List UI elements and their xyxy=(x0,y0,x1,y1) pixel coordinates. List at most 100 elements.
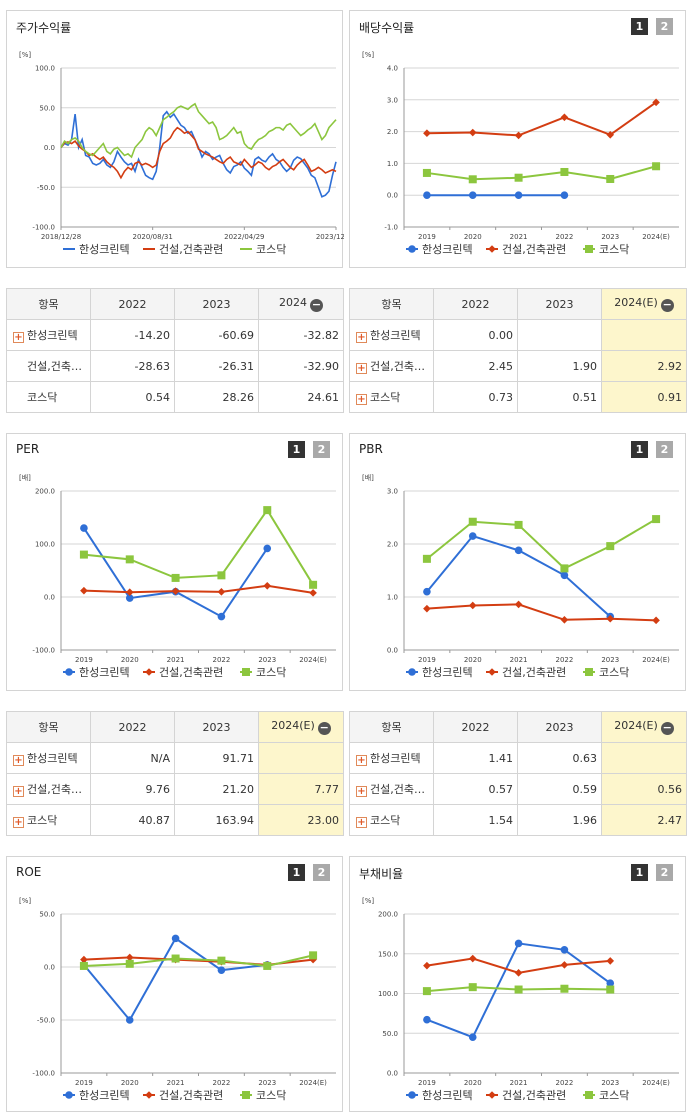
row-name-label[interactable]: 코스닥 xyxy=(370,814,401,827)
series-line xyxy=(83,508,314,586)
row-name-label[interactable]: 한성크린텍 xyxy=(370,752,421,765)
data-point xyxy=(145,668,153,676)
data-point xyxy=(514,939,523,948)
expand-icon[interactable]: + xyxy=(356,817,367,828)
legend-label: 건설,건축관련 xyxy=(502,1089,566,1102)
row-name-label[interactable]: 한성크린텍 xyxy=(370,329,421,342)
legend-label: 코스닥 xyxy=(256,666,286,679)
data-point xyxy=(468,983,477,992)
y-tick-label: 0.0 xyxy=(387,647,398,655)
collapse-icon[interactable]: − xyxy=(660,721,674,735)
x-tick-label: 2020 xyxy=(464,656,482,664)
cell: 1.54 xyxy=(433,804,518,836)
collapse-icon[interactable]: − xyxy=(660,298,674,312)
legend-label: 한성크린텍 xyxy=(79,666,130,679)
table-row: + 건설,건축… 0.57 0.59 0.56 xyxy=(349,773,687,805)
col-header-label: 2024 xyxy=(279,296,307,309)
cell: 21.20 xyxy=(174,773,259,805)
row-name: + 한성크린텍 xyxy=(6,742,91,774)
y-tick-label: -50.0 xyxy=(37,184,55,192)
row-name-label[interactable]: 건설,건축… xyxy=(370,360,425,373)
row-name-label[interactable]: 코스닥 xyxy=(370,391,401,404)
row-name-label[interactable]: 한성크린텍 xyxy=(27,329,78,342)
page-2-button[interactable]: 2 xyxy=(313,864,330,881)
cell: -26.31 xyxy=(174,350,259,382)
cell: -14.20 xyxy=(90,319,175,351)
page-1-button[interactable]: 1 xyxy=(631,864,648,881)
cell: 0.63 xyxy=(517,742,602,774)
data-point xyxy=(422,168,431,177)
table-row: + 건설,건축… 2.45 1.90 2.92 xyxy=(349,350,687,382)
series-line xyxy=(83,584,314,594)
data-point xyxy=(145,1091,153,1099)
data-point xyxy=(560,984,569,993)
cell: 0.00 xyxy=(433,319,518,351)
page-2-button[interactable]: 2 xyxy=(656,441,673,458)
table-row: + 한성크린텍 0.00 xyxy=(349,319,687,351)
col-header: 2022 xyxy=(90,288,175,320)
series-line xyxy=(83,936,268,1022)
x-tick-label: 2022 xyxy=(213,656,231,664)
col-header-2024: 2024− xyxy=(258,288,344,320)
data-point xyxy=(423,1015,431,1024)
x-tick-label: 2024(E) xyxy=(299,656,327,664)
cell: 23.00 xyxy=(258,804,344,836)
x-tick-label: 2022 xyxy=(556,233,574,241)
debt-ratio-chart: [%] 200.0 150.0 100.0 50.0 0.0 2019 2020 2021 202… xyxy=(362,897,679,1102)
data-point xyxy=(560,167,569,176)
expand-icon[interactable]: + xyxy=(356,394,367,405)
x-tick-label: 2021 xyxy=(167,656,185,664)
page-1-button[interactable]: 1 xyxy=(288,864,305,881)
data-point xyxy=(514,131,523,140)
col-header-label: 2024(E) xyxy=(614,296,658,309)
expand-icon[interactable]: + xyxy=(356,755,367,766)
data-point xyxy=(488,1091,496,1099)
data-point xyxy=(422,554,431,563)
page-2-button[interactable]: 2 xyxy=(656,18,673,35)
row-name-label[interactable]: 코스닥 xyxy=(27,814,58,827)
collapse-icon[interactable]: − xyxy=(310,298,323,312)
data-point xyxy=(79,550,88,559)
cell: 28.26 xyxy=(174,381,259,413)
y-unit-label: [%] xyxy=(362,51,374,59)
data-point xyxy=(408,1091,416,1099)
expand-icon[interactable]: + xyxy=(356,363,367,374)
x-tick-label: 2020/08/31 xyxy=(132,233,172,241)
table-row: + 한성크린텍 1.41 0.63 xyxy=(349,742,687,774)
stock-return-panel: 주가수익률 [%] 100.0 50.0 0.0 -50.0 -100.0 2018/12/… xyxy=(6,10,344,268)
row-name-label[interactable]: 건설,건축… xyxy=(370,783,425,796)
data-point xyxy=(422,987,431,996)
page-2-button[interactable]: 2 xyxy=(656,864,673,881)
expand-icon[interactable]: + xyxy=(13,755,24,766)
x-tick-label: 2024(E) xyxy=(299,1079,327,1087)
table-row: 건설,건축… -28.63 -26.31 -32.90 xyxy=(6,350,344,382)
expand-icon[interactable]: + xyxy=(13,786,24,797)
data-point xyxy=(423,961,431,970)
series-line xyxy=(426,101,657,137)
row-name: + 코스닥 xyxy=(349,381,434,413)
per-chart: [배] 200.0 100.0 0.0 -100.0 2019 2020 2021 2022 20… xyxy=(19,473,336,679)
x-tick-label: 2019 xyxy=(418,656,436,664)
cell: 7.77 xyxy=(258,773,344,805)
panel-title: PBR xyxy=(359,442,383,456)
cell: 91.71 xyxy=(174,742,259,774)
expand-icon[interactable]: + xyxy=(356,786,367,797)
data-point xyxy=(560,564,569,573)
expand-icon[interactable]: + xyxy=(13,817,24,828)
data-point xyxy=(468,532,477,540)
data-point xyxy=(468,191,477,199)
row-name-label[interactable]: 건설,건축… xyxy=(27,783,82,796)
y-unit-label: [%] xyxy=(19,897,31,905)
expand-icon[interactable]: + xyxy=(356,332,367,343)
page-1-button[interactable]: 1 xyxy=(288,441,305,458)
row-name-label[interactable]: 한성크린텍 xyxy=(27,752,78,765)
col-header: 항목 xyxy=(6,288,91,320)
page-1-button[interactable]: 1 xyxy=(631,441,648,458)
data-point xyxy=(585,245,593,253)
expand-icon[interactable]: + xyxy=(13,332,24,343)
page-1-button[interactable]: 1 xyxy=(631,18,648,35)
page-2-button[interactable]: 2 xyxy=(313,441,330,458)
data-point xyxy=(560,961,569,969)
collapse-icon[interactable]: − xyxy=(317,721,331,735)
